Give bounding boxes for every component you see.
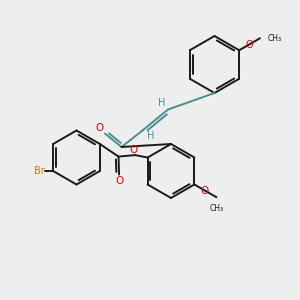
Text: CH₃: CH₃ (268, 34, 282, 43)
Text: O: O (129, 145, 138, 155)
Text: O: O (95, 123, 104, 133)
Text: Br: Br (34, 166, 44, 176)
Text: O: O (201, 185, 209, 196)
Text: H: H (158, 98, 165, 108)
Text: O: O (245, 40, 253, 50)
Text: H: H (147, 131, 155, 141)
Text: O: O (115, 176, 123, 186)
Text: CH₃: CH₃ (209, 204, 224, 213)
